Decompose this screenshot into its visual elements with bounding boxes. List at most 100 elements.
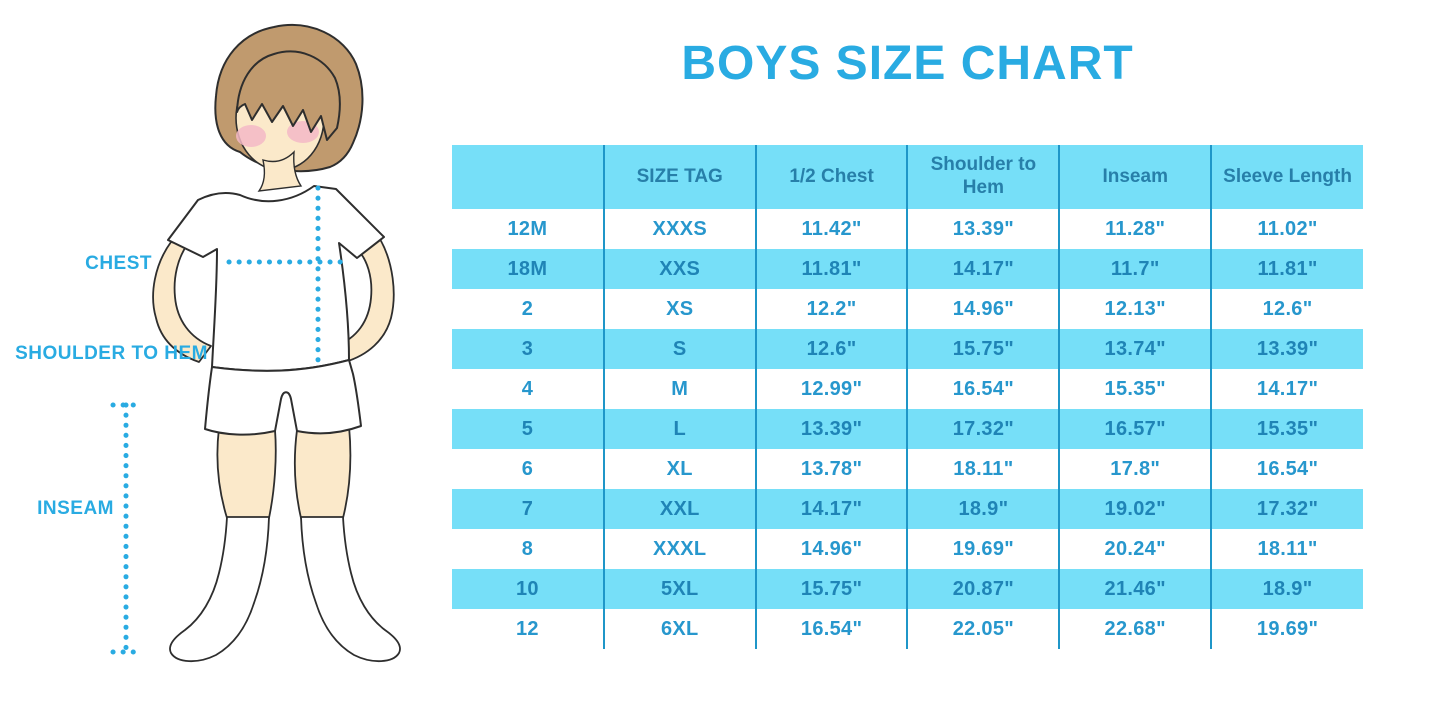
table-cell: XXS: [602, 249, 756, 289]
table-row: 8 XXXL 14.96" 19.69" 20.24" 18.11": [452, 529, 1363, 569]
table-cell: 11.02": [1210, 209, 1363, 249]
table-cell: XXXL: [602, 529, 756, 569]
table-cell: 11.81": [1210, 249, 1363, 289]
table-cell: 13.39": [754, 409, 908, 449]
table-cell: 19.02": [1058, 489, 1212, 529]
table-cell: 14.96": [754, 529, 908, 569]
table-cell: 6: [521, 457, 534, 480]
col-header-half-chest: 1/2 Chest: [754, 145, 908, 209]
boy-illustration: CHEST SHOULDER TO HEM INSEAM: [0, 0, 445, 723]
table-cell: 21.46": [1058, 569, 1212, 609]
table-cell: 16.54": [1210, 449, 1363, 489]
table-cell: 19.69": [906, 529, 1060, 569]
table-cell: 11.42": [754, 209, 908, 249]
table-cell: 13.39": [1210, 329, 1363, 369]
table-cell: 14.17": [754, 489, 908, 529]
table-cell: 18.11": [1210, 529, 1363, 569]
col-header-size: [452, 145, 604, 209]
table-cell: 12.13": [1058, 289, 1212, 329]
table-cell: 20.87": [906, 569, 1060, 609]
col-header-size-tag: SIZE TAG: [602, 145, 756, 209]
table-cell: 16.57": [1058, 409, 1212, 449]
table-cell: 16.54": [906, 369, 1060, 409]
table-cell: M: [602, 369, 756, 409]
right-leg: [294, 425, 352, 519]
col-header-inseam: Inseam: [1058, 145, 1212, 209]
hair-fringe: [236, 50, 341, 141]
table-cell: 17.32": [906, 409, 1060, 449]
left-sock: [169, 516, 270, 663]
table-cell: 18.11": [906, 449, 1060, 489]
table-cell: 12.6": [1210, 289, 1363, 329]
table-cell: 17.32": [1210, 489, 1363, 529]
table-cell: L: [602, 409, 756, 449]
table-cell: 5: [452, 409, 604, 449]
table-cell: 18.9": [906, 489, 1060, 529]
neck: [257, 150, 303, 192]
boy-figure-svg: CHEST SHOULDER TO HEM INSEAM: [15, 24, 401, 663]
cheek-left: [236, 125, 266, 147]
table-cell: XS: [602, 289, 756, 329]
table-cell: 14.17": [1210, 369, 1363, 409]
table-cell: 3: [452, 329, 604, 369]
table-row: 18M XXS 11.81" 14.17" 11.7" 11.81": [452, 249, 1363, 289]
table-cell: 14.96": [906, 289, 1060, 329]
table-cell: 11.81": [754, 249, 908, 289]
table-cell: 18M: [452, 249, 604, 289]
chest-label: CHEST: [85, 253, 152, 274]
table-cell: 11.7": [1058, 249, 1212, 289]
left-arm: [152, 241, 212, 363]
table-row: 10 5XL 15.75" 20.87" 21.46" 18.9": [452, 569, 1363, 609]
table-cell: 10: [452, 569, 604, 609]
table-cell: 15.35": [1058, 369, 1212, 409]
header-row: SIZE TAG 1/2 Chest Shoulder to Hem Insea…: [452, 145, 1363, 209]
table-cell: XXXS: [602, 209, 756, 249]
col-header-shoulder-to-hem: Shoulder to Hem: [906, 145, 1060, 209]
table-cell: 11.28": [1058, 209, 1212, 249]
inseam-label: INSEAM: [37, 498, 114, 519]
right-sock: [300, 516, 401, 663]
t-shirt: [167, 185, 385, 372]
table-cell: 20.24": [1058, 529, 1212, 569]
table-row: 6 XL 13.78" 18.11" 17.8" 16.54": [452, 449, 1363, 489]
table-cell: 18.9": [1210, 569, 1363, 609]
table-cell: 12: [515, 617, 539, 640]
table-cell: 22.68": [1058, 609, 1212, 649]
table-cell: 15.35": [1210, 409, 1363, 449]
table-row: 4 M 12.99" 16.54" 15.35" 14.17": [452, 369, 1363, 409]
table-cell: 12.6": [754, 329, 908, 369]
table-cell: 13.78": [754, 449, 908, 489]
size-table-body: 12M XXXS 11.42" 13.39" 11.28" 11.02" 18M XXS 11.…: [452, 209, 1363, 649]
table-cell: 15.75": [906, 329, 1060, 369]
table-cell: 22.05": [906, 609, 1060, 649]
table-row: 12 6XL 16.54" 22.05" 22.68" 19.69": [452, 609, 1363, 649]
table-cell: XL: [602, 449, 756, 489]
table-row: 5 L 13.39" 17.32" 16.57" 15.35": [452, 409, 1363, 449]
table-cell: 12M: [507, 217, 548, 240]
left-leg: [216, 427, 277, 519]
table-row: 2 XS 12.2" 14.96" 12.13" 12.6": [452, 289, 1363, 329]
table-row: 12M XXXS 11.42" 13.39" 11.28" 11.02": [452, 209, 1363, 249]
table-cell: 12.2": [754, 289, 908, 329]
table-cell: 6XL: [602, 609, 756, 649]
table-row: 7 XXL 14.17" 18.9" 19.02" 17.32": [452, 489, 1363, 529]
table-cell: 14.17": [906, 249, 1060, 289]
table-cell: 7: [452, 489, 604, 529]
table-cell: 2: [521, 297, 534, 320]
col-header-sleeve-length: Sleeve Length: [1210, 145, 1363, 209]
table-cell: S: [602, 329, 756, 369]
table-cell: 15.75": [754, 569, 908, 609]
shorts: [204, 359, 362, 436]
shoulder-to-hem-label: SHOULDER TO HEM: [15, 343, 208, 364]
size-table: SIZE TAG 1/2 Chest Shoulder to Hem Insea…: [452, 145, 1363, 649]
page-title: BOYS SIZE CHART: [681, 37, 1134, 90]
table-cell: XXL: [602, 489, 756, 529]
table-row: 3 S 12.6" 15.75" 13.74" 13.39": [452, 329, 1363, 369]
table-cell: 4: [521, 377, 534, 400]
table-cell: 13.74": [1058, 329, 1212, 369]
table-cell: 12.99": [754, 369, 908, 409]
table-cell: 13.39": [906, 209, 1060, 249]
table-cell: 8: [521, 537, 534, 560]
table-cell: 17.8": [1058, 449, 1212, 489]
table-cell: 16.54": [754, 609, 908, 649]
